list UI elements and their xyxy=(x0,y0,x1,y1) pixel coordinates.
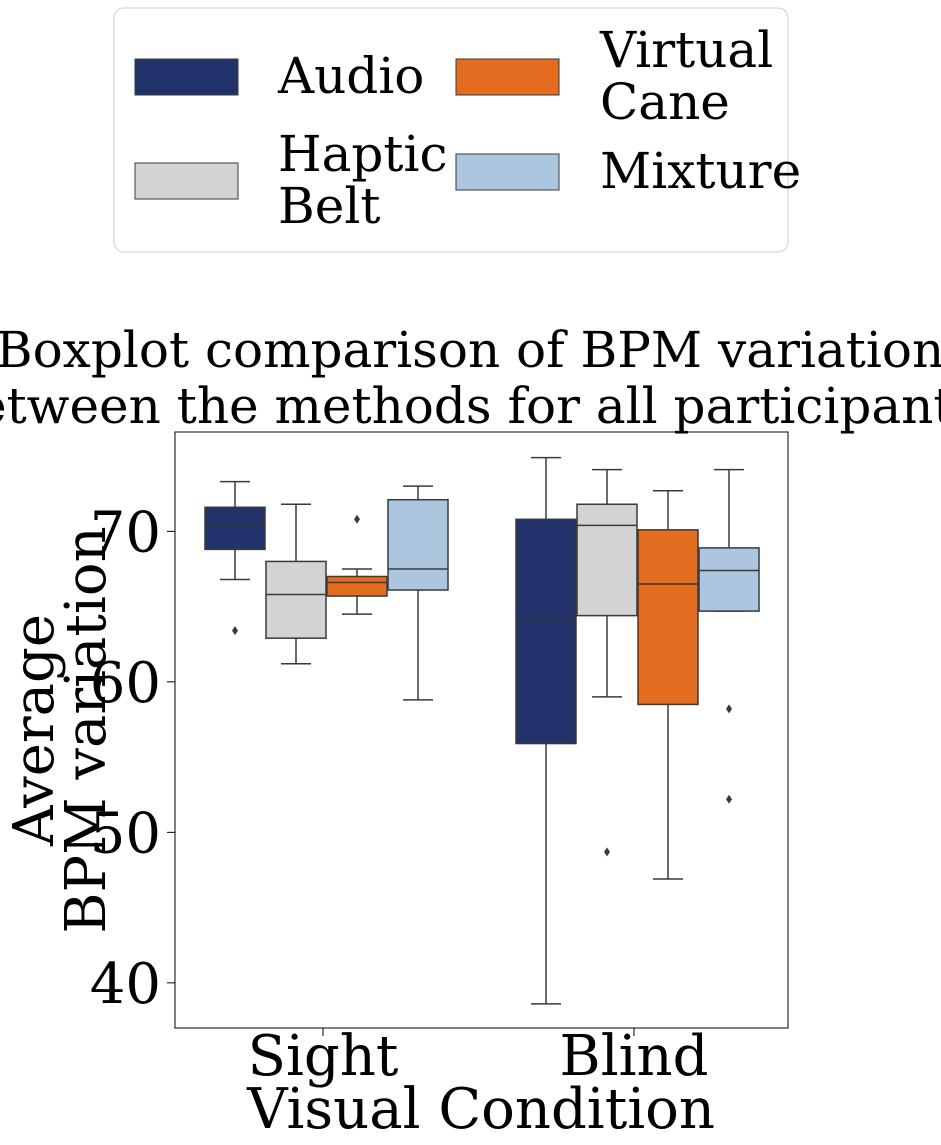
legend-swatch xyxy=(134,162,239,200)
y-tick-label: 40 xyxy=(90,952,161,1017)
box-1-0 xyxy=(265,503,327,665)
legend-label: Belt xyxy=(278,177,380,235)
legend-swatch xyxy=(455,58,560,96)
legend-label: Virtual xyxy=(599,21,773,79)
box-3-1 xyxy=(698,468,760,804)
box-2-1 xyxy=(637,489,699,880)
box-iqr xyxy=(326,575,388,597)
box-2-0 xyxy=(326,514,388,615)
legend-item-0: Audio xyxy=(134,47,424,105)
y-axis-title-line: BPM variation xyxy=(54,526,119,933)
boxes-layer xyxy=(204,456,760,1005)
box-iqr xyxy=(265,560,327,639)
y-axis-title: AverageBPM variation xyxy=(2,526,119,933)
legend-label: Audio xyxy=(277,47,424,105)
y-axis-title-line: Average xyxy=(2,614,67,847)
legend-label: Mixture xyxy=(600,142,801,200)
y-tick-label: 50 xyxy=(90,801,161,866)
box-iqr xyxy=(576,503,638,617)
y-tick-label: 70 xyxy=(90,500,161,565)
legend-swatch xyxy=(134,58,239,96)
title-line: between the methods for all participants… xyxy=(0,377,941,435)
box-0-0 xyxy=(204,480,266,636)
y-tick-label: 60 xyxy=(90,651,161,716)
outlier-point xyxy=(604,847,610,857)
legend-label: Haptic xyxy=(278,125,448,183)
chart-title: Boxplot comparison of BPM variationbetwe… xyxy=(0,321,941,435)
title-line: Boxplot comparison of BPM variation xyxy=(0,321,941,379)
y-axis-label: AverageBPM variation xyxy=(2,526,119,933)
outlier-point xyxy=(354,514,360,524)
box-1-1 xyxy=(576,468,638,857)
legend-item-3: Mixture xyxy=(455,142,801,200)
outlier-point xyxy=(726,704,732,714)
outlier-point xyxy=(232,626,238,636)
y-axis: 40 50 60 70 xyxy=(90,500,175,1017)
x-tick-label: Sight xyxy=(248,1024,399,1089)
box-iqr xyxy=(637,529,699,706)
box-0-1 xyxy=(515,456,577,1005)
box-iqr xyxy=(698,547,760,612)
plot-area xyxy=(174,431,789,1029)
legend-swatch xyxy=(455,153,560,191)
box-iqr xyxy=(515,518,577,745)
outlier-point xyxy=(726,794,732,804)
legend-label: Cane xyxy=(600,73,730,131)
legend-frame xyxy=(113,7,789,253)
x-axis-label: Visual Condition xyxy=(246,1077,715,1142)
box-iqr xyxy=(204,506,266,551)
box-3-0 xyxy=(387,485,449,701)
x-axis-title: Visual Condition xyxy=(246,1077,715,1142)
box-iqr xyxy=(387,498,449,591)
x-tick-label: Blind xyxy=(560,1024,709,1089)
x-axis: Sight Blind xyxy=(248,1024,709,1089)
